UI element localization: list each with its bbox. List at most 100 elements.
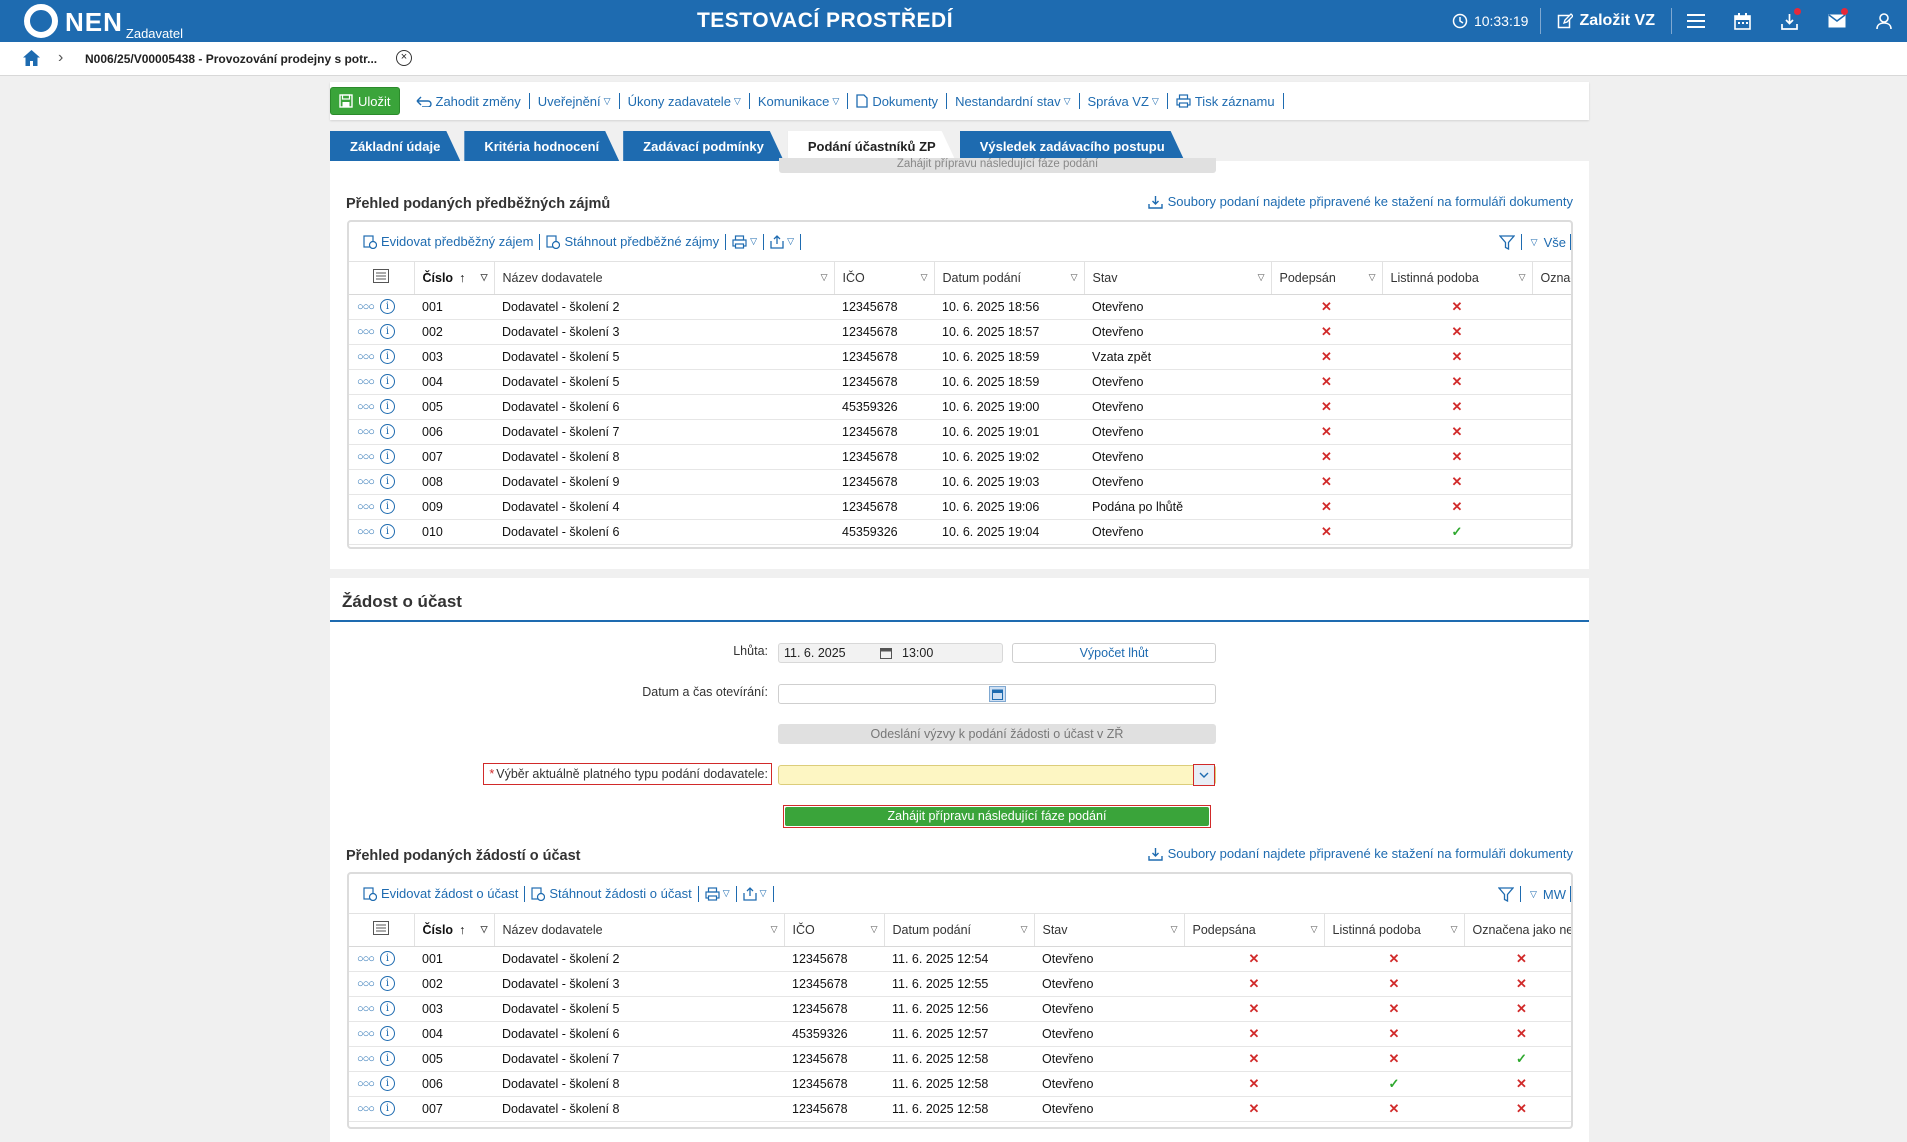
- tab-result[interactable]: Výsledek zadávacího postupu: [960, 131, 1185, 161]
- more-options-icon[interactable]: ○○○: [357, 952, 375, 965]
- col-ico[interactable]: IČO ▽: [834, 262, 935, 295]
- acts-menu[interactable]: Úkony zadavatele ▽: [620, 93, 750, 109]
- column-filter-icon[interactable]: ▽: [770, 924, 778, 934]
- more-options-icon[interactable]: ○○○: [357, 500, 375, 513]
- col-datum[interactable]: Datum podání ▽: [934, 262, 1085, 295]
- info-icon[interactable]: i: [379, 1101, 395, 1116]
- table-row[interactable]: ○○○ i 001 Dodavatel - školení 2 12345678 11. …: [349, 946, 1571, 972]
- publish-menu[interactable]: Uveřejnění ▽: [530, 93, 620, 109]
- col-oznacena[interactable]: Označe: [1532, 262, 1571, 295]
- column-filter-icon[interactable]: ▽: [820, 272, 828, 282]
- start-next-phase-button[interactable]: Zahájit přípravu následující fáze podání: [783, 805, 1211, 828]
- grid-print-menu[interactable]: ▽: [699, 885, 737, 902]
- table-row[interactable]: ○○○ i 008 Dodavatel - školení 9 12345678 10. …: [349, 469, 1571, 495]
- col-stav[interactable]: Stav ▽: [1034, 914, 1185, 947]
- col-oznacena[interactable]: Označena jako ne: [1464, 914, 1571, 947]
- grid-filter-button[interactable]: [1492, 886, 1521, 902]
- table-row[interactable]: ○○○ i 003 Dodavatel - školení 5 12345678 11. …: [349, 996, 1571, 1022]
- more-options-icon[interactable]: ○○○: [357, 425, 375, 438]
- more-options-icon[interactable]: ○○○: [357, 300, 375, 313]
- more-options-icon[interactable]: ○○○: [357, 1002, 375, 1015]
- more-options-icon[interactable]: ○○○: [357, 350, 375, 363]
- table-row[interactable]: ○○○ i 005 Dodavatel - školení 7 12345678 11. …: [349, 1046, 1571, 1072]
- table-row[interactable]: ○○○ i 002 Dodavatel - školení 3 12345678 11. …: [349, 971, 1571, 997]
- documents-button[interactable]: Dokumenty: [848, 93, 948, 109]
- column-filter-icon[interactable]: ▽: [1170, 924, 1178, 934]
- save-button[interactable]: Uložit: [330, 87, 400, 115]
- more-options-icon[interactable]: ○○○: [357, 525, 375, 538]
- calendar-icon[interactable]: [880, 647, 892, 659]
- col-nazev[interactable]: Název dodavatele ▽: [494, 914, 785, 947]
- nonstandard-state-menu[interactable]: Nestandardní stav ▽: [947, 93, 1080, 109]
- grid-print-menu[interactable]: ▽: [726, 233, 765, 250]
- info-icon[interactable]: i: [379, 399, 395, 414]
- grid-view-selector[interactable]: ▽ MW: [1521, 886, 1571, 902]
- communication-menu[interactable]: Komunikace ▽: [750, 93, 849, 109]
- col-ico[interactable]: IČO ▽: [784, 914, 885, 947]
- table-row[interactable]: ○○○ i 004 Dodavatel - školení 6 45359326 11. …: [349, 1021, 1571, 1047]
- tab-basic-info[interactable]: Základní údaje: [330, 131, 460, 161]
- info-icon[interactable]: i: [379, 951, 395, 966]
- col-listinna[interactable]: Listinná podoba ▽: [1324, 914, 1465, 947]
- column-filter-icon[interactable]: ▽: [1518, 272, 1526, 282]
- calculate-deadlines-button[interactable]: Výpočet lhůt: [1012, 643, 1216, 663]
- discard-changes-button[interactable]: Zahodit změny: [408, 93, 530, 109]
- info-icon[interactable]: i: [379, 324, 395, 339]
- grid-export-menu[interactable]: ▽: [764, 233, 801, 250]
- column-filter-icon[interactable]: ▽: [1368, 272, 1376, 282]
- column-filter-icon[interactable]: ▽: [1070, 272, 1078, 282]
- col-datum[interactable]: Datum podání ▽: [884, 914, 1035, 947]
- more-options-icon[interactable]: ○○○: [357, 1102, 375, 1115]
- column-filter-icon[interactable]: ▽: [870, 924, 878, 934]
- register-application-button[interactable]: Evidovat žádost o účast: [357, 885, 526, 902]
- calendar-picker-button[interactable]: [989, 686, 1006, 702]
- info-icon[interactable]: i: [379, 499, 395, 514]
- more-options-icon[interactable]: ○○○: [357, 325, 375, 338]
- table-row[interactable]: ○○○ i 001 Dodavatel - školení 2 12345678 10. …: [349, 294, 1571, 320]
- info-icon[interactable]: i: [379, 1076, 395, 1091]
- table-row[interactable]: ○○○ i 004 Dodavatel - školení 5 12345678 10. …: [349, 369, 1571, 395]
- column-filter-icon[interactable]: ▽: [480, 272, 488, 282]
- info-icon[interactable]: i: [379, 1051, 395, 1066]
- create-vz-button[interactable]: Založit VZ: [1541, 8, 1672, 34]
- close-tab-icon[interactable]: ×: [396, 50, 412, 66]
- table-row[interactable]: ○○○ i 002 Dodavatel - školení 3 12345678 10. …: [349, 319, 1571, 345]
- info-icon[interactable]: i: [379, 424, 395, 439]
- column-filter-icon[interactable]: ▽: [920, 272, 928, 282]
- column-filter-icon[interactable]: ▽: [1450, 924, 1458, 934]
- more-options-icon[interactable]: ○○○: [357, 375, 375, 388]
- column-settings[interactable]: [349, 914, 415, 947]
- tab-conditions[interactable]: Zadávací podmínky: [623, 131, 784, 161]
- info-icon[interactable]: i: [379, 349, 395, 364]
- info-icon[interactable]: i: [379, 1001, 395, 1016]
- more-options-icon[interactable]: ○○○: [357, 400, 375, 413]
- interest-download-link[interactable]: Soubory podaní najdete připravené ke sta…: [1147, 194, 1573, 209]
- messages-button[interactable]: [1813, 0, 1860, 42]
- info-icon[interactable]: i: [379, 299, 395, 314]
- breadcrumb-item[interactable]: N006/25/V00005438 - Provozování prodejny…: [85, 52, 378, 66]
- user-button[interactable]: [1860, 0, 1907, 42]
- grid-export-menu[interactable]: ▽: [737, 885, 774, 902]
- home-icon[interactable]: [22, 49, 41, 67]
- table-row[interactable]: ○○○ i 010 Dodavatel - školení 6 45359326 10. …: [349, 519, 1571, 545]
- table-row[interactable]: ○○○ i 006 Dodavatel - školení 7 12345678 10. …: [349, 419, 1571, 445]
- table-row[interactable]: ○○○ i 006 Dodavatel - školení 8 12345678 11. …: [349, 1071, 1571, 1097]
- tab-submissions[interactable]: Podání účastníků ZP: [788, 131, 956, 161]
- register-interest-button[interactable]: Evidovat předběžný zájem: [357, 233, 541, 250]
- grid-filter-button[interactable]: [1493, 234, 1522, 250]
- more-options-icon[interactable]: ○○○: [357, 475, 375, 488]
- calendar-button[interactable]: [1719, 0, 1766, 42]
- grid-view-selector[interactable]: ▽ Vše: [1522, 234, 1571, 250]
- menu-button[interactable]: [1672, 0, 1719, 42]
- manage-vz-menu[interactable]: Správa VZ ▽: [1080, 93, 1168, 109]
- more-options-icon[interactable]: ○○○: [357, 450, 375, 463]
- tab-criteria[interactable]: Kritéria hodnocení: [464, 131, 619, 161]
- col-stav[interactable]: Stav ▽: [1084, 262, 1272, 295]
- start-next-phase-ghost-button[interactable]: Zahájit přípravu následující fáze podání: [779, 158, 1216, 173]
- more-options-icon[interactable]: ○○○: [357, 1077, 375, 1090]
- submission-type-select[interactable]: [778, 764, 1216, 786]
- table-row[interactable]: ○○○ i 007 Dodavatel - školení 8 12345678 10. …: [349, 444, 1571, 470]
- column-filter-icon[interactable]: ▽: [1257, 272, 1265, 282]
- col-cislo[interactable]: Číslo ↑ ▽: [414, 914, 495, 947]
- table-row[interactable]: ○○○ i 007 Dodavatel - školení 8 12345678 11. …: [349, 1096, 1571, 1122]
